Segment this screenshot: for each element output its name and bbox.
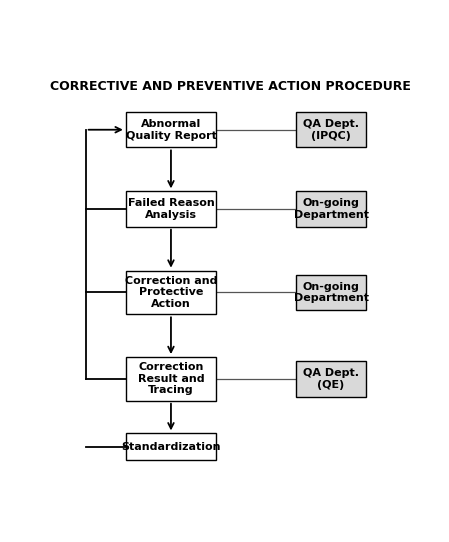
- Text: On-going
Department: On-going Department: [294, 282, 369, 304]
- Text: Standardization: Standardization: [121, 442, 221, 452]
- Bar: [296, 112, 366, 147]
- Bar: [296, 191, 366, 227]
- Text: Correction
Result and
Tracing: Correction Result and Tracing: [138, 362, 204, 396]
- Text: CORRECTIVE AND PREVENTIVE ACTION PROCEDURE: CORRECTIVE AND PREVENTIVE ACTION PROCEDU…: [50, 80, 410, 93]
- Bar: [126, 270, 216, 314]
- Text: QA Dept.
(IPQC): QA Dept. (IPQC): [303, 119, 359, 140]
- Text: Correction and
Protective
Action: Correction and Protective Action: [125, 276, 217, 309]
- Bar: [126, 434, 216, 461]
- Bar: [126, 191, 216, 227]
- Text: Abnormal
Quality Report: Abnormal Quality Report: [126, 119, 216, 140]
- Bar: [126, 357, 216, 401]
- Text: Failed Reason
Analysis: Failed Reason Analysis: [128, 198, 214, 220]
- Text: QA Dept.
(QE): QA Dept. (QE): [303, 368, 359, 390]
- Bar: [296, 275, 366, 310]
- Bar: [126, 112, 216, 147]
- Text: On-going
Department: On-going Department: [294, 198, 369, 220]
- Bar: [296, 361, 366, 397]
